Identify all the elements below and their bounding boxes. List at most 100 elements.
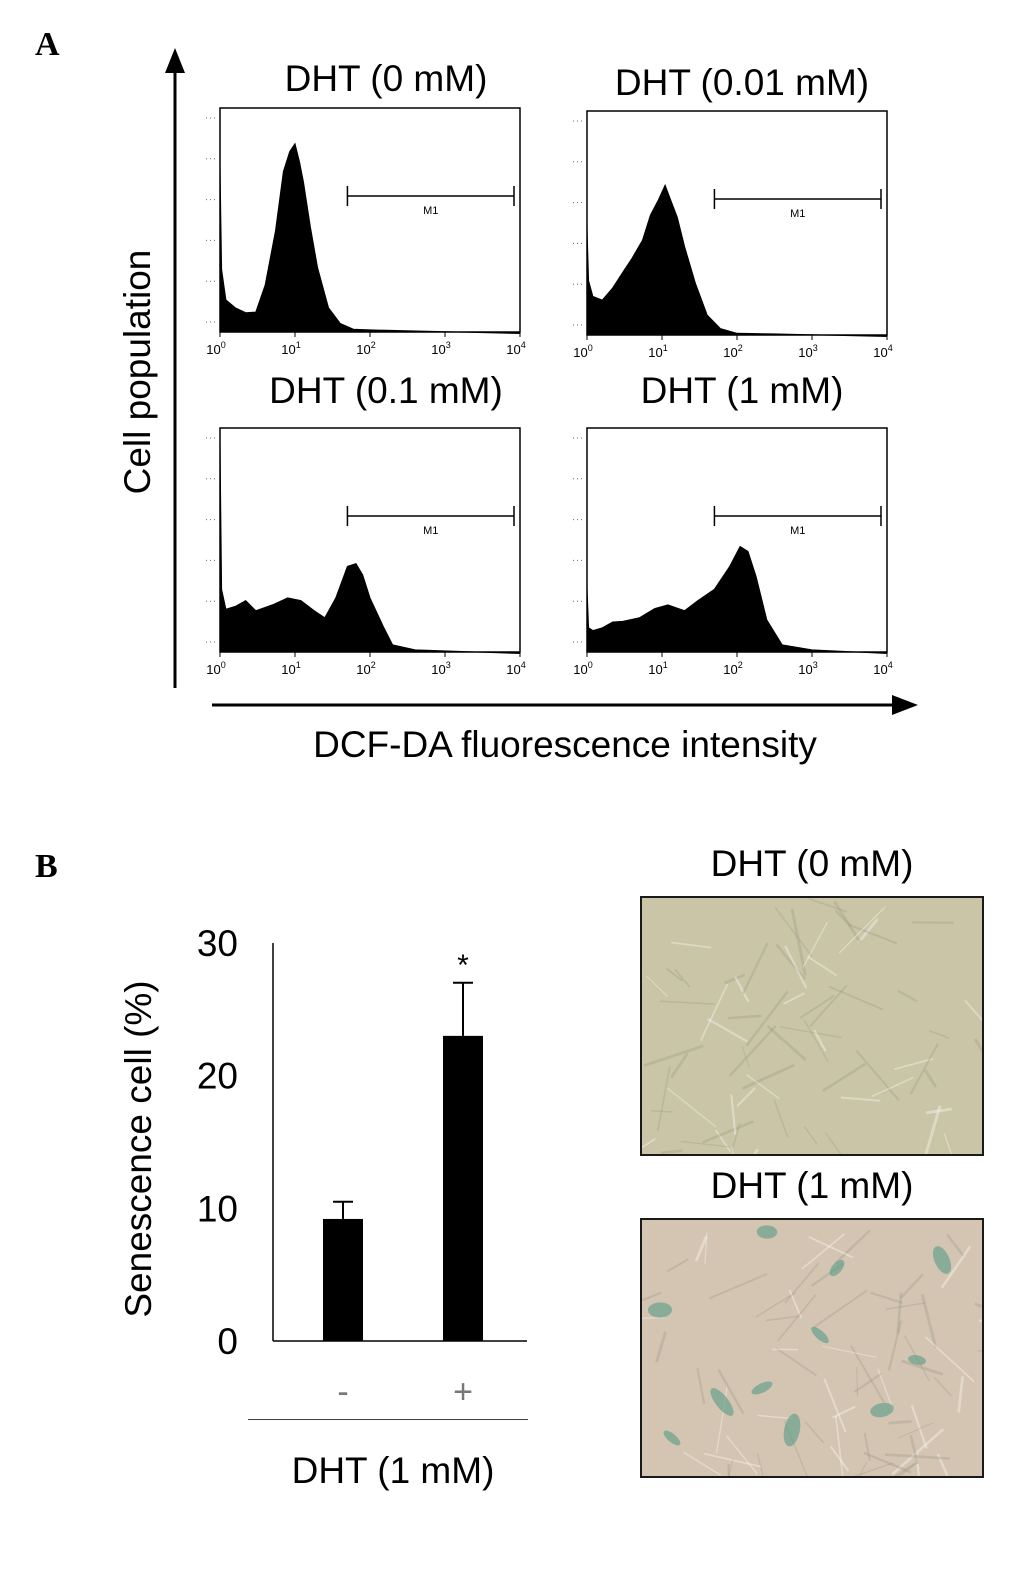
stained-cell (756, 1225, 778, 1239)
cell-fiber (775, 943, 807, 981)
marker-m1-label: M1 (790, 525, 805, 537)
cell-fiber (717, 1368, 745, 1415)
marker-m1-label: M1 (423, 205, 438, 217)
cell-fiber (928, 1030, 950, 1039)
cell-fiber (898, 1422, 933, 1439)
x-tick-label: 104 (873, 660, 892, 677)
x-tick-label: 102 (723, 660, 742, 677)
cell-fiber (803, 1019, 829, 1063)
cell-fiber (766, 1025, 807, 1062)
hist-title-0mM: DHT (0 mM) (284, 58, 488, 99)
cell-fiber (644, 1044, 704, 1067)
cell-fiber (822, 1062, 867, 1093)
cell-fiber (891, 1428, 945, 1476)
cell-fiber (940, 1245, 972, 1289)
cell-fiber (832, 1405, 856, 1419)
cell-fiber (834, 1415, 844, 1476)
x-tick-label: 103 (798, 660, 817, 677)
cell-fiber (863, 1432, 871, 1461)
cell-fiber (863, 1451, 912, 1474)
category-label: + (453, 1373, 473, 1411)
cell-fiber (886, 1302, 926, 1311)
cell-fiber (666, 1258, 689, 1273)
panel-b-letter: B (35, 848, 58, 885)
panel-a-y-arrow (165, 48, 185, 688)
cell-fiber (788, 1289, 803, 1319)
cell-fiber (701, 1120, 754, 1144)
cell-fiber (897, 989, 918, 1003)
cell-fiber (746, 1074, 780, 1100)
cell-fiber (901, 1359, 944, 1376)
cell-fiber (696, 1367, 706, 1404)
cell-fiber (973, 1038, 982, 1054)
cell-fiber (780, 1026, 842, 1039)
x-tick-label: 103 (431, 660, 450, 677)
cell-fiber (655, 1331, 667, 1363)
cell-fiber (799, 994, 835, 1019)
x-tick-label: 100 (573, 343, 592, 360)
bar-chart-y-label: Senescence cell (%) (118, 980, 159, 1318)
cell-fiber (665, 967, 684, 982)
x-tick-label: 102 (723, 343, 742, 360)
cell-fiber (694, 1235, 708, 1262)
cell-fiber (838, 906, 886, 954)
cell-fiber (714, 1129, 734, 1154)
cell-fiber (887, 1320, 903, 1371)
stained-cell (663, 1430, 681, 1446)
cell-fiber (813, 1029, 827, 1052)
cell-fiber (833, 900, 862, 944)
cell-fiber (773, 1099, 789, 1138)
panel-a-x-axis-label: DCF-DA fluorescence intensity (313, 724, 817, 765)
cell-fiber (646, 975, 668, 997)
cell-fiber (730, 1094, 737, 1135)
microscopy-photo-1mM (640, 1218, 984, 1478)
stained-cell (783, 1413, 801, 1447)
cell-fiber (741, 1063, 795, 1090)
cell-fiber (829, 1445, 850, 1472)
stained-cell (811, 1326, 829, 1344)
cell-fiber (724, 973, 746, 985)
y-tick-label: 0 (217, 1321, 238, 1362)
cell-fiber (850, 1345, 885, 1403)
cell-fiber (699, 983, 729, 1042)
cell-fiber (893, 1461, 918, 1476)
cell-fiber (808, 1236, 854, 1259)
stained-cell (870, 1402, 894, 1418)
x-tick-label: 103 (798, 343, 817, 360)
photo-title-1mM: DHT (1 mM) (710, 1165, 914, 1206)
cell-fiber (925, 1107, 952, 1115)
y-tick-label: 20 (197, 1056, 238, 1097)
cell-fiber (964, 999, 982, 1022)
histogram-0mM: M1 100 101 102 103 104 (206, 107, 526, 357)
marker-m1-label: M1 (790, 208, 805, 220)
cell-fiber (979, 1319, 982, 1323)
marker-m1-label: M1 (423, 525, 438, 537)
cell-fiber (709, 1272, 768, 1300)
cell-fiber (898, 1463, 916, 1476)
bar-minus (323, 1218, 363, 1341)
cell-fiber (834, 1229, 871, 1264)
x-tick-label: 101 (648, 343, 667, 360)
cell-fiber (946, 1233, 965, 1258)
cell-fiber (756, 1453, 764, 1476)
cell-fiber (704, 1452, 762, 1468)
x-tick-label: 102 (356, 660, 375, 677)
cell-fiber (840, 1096, 881, 1102)
panel-a-y-axis-label: Cell population (117, 249, 158, 495)
cell-fiber (728, 1025, 777, 1078)
stained-cell (751, 1381, 773, 1395)
cell-fiber (660, 1149, 683, 1154)
cell-fiber (802, 921, 829, 968)
cell-fiber (801, 1233, 846, 1270)
x-tick-label: 104 (506, 340, 525, 357)
stained-cell (907, 1355, 927, 1365)
cell-fiber (733, 976, 750, 1003)
cell-fiber (706, 1017, 748, 1043)
y-tick-label: 30 (197, 923, 238, 964)
photo-background (642, 898, 982, 1154)
cell-fiber (642, 1138, 656, 1149)
cell-fiber (807, 955, 838, 977)
cell-fiber (933, 1376, 953, 1397)
cell-fiber (936, 1453, 949, 1476)
cell-fiber (870, 1291, 903, 1304)
